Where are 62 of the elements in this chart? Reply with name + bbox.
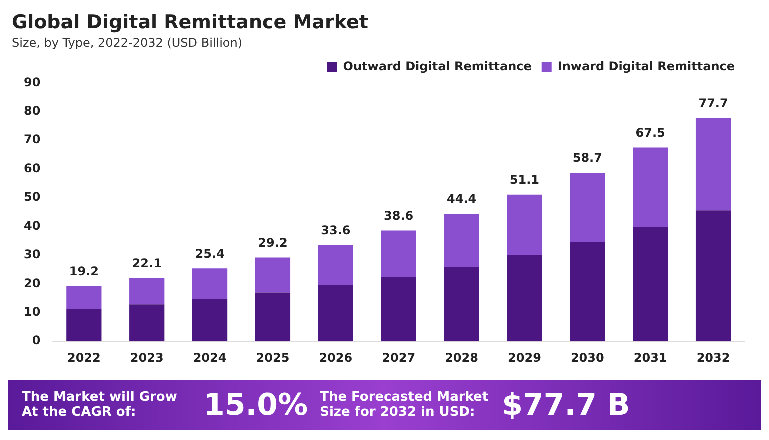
x-tick-label: 2026: [319, 350, 353, 365]
total-label: 25.4: [195, 246, 225, 261]
y-tick-label: 20: [24, 276, 41, 290]
bar: [570, 242, 606, 342]
bar: [318, 285, 354, 342]
bar: [130, 278, 165, 305]
x-tick-label: 2030: [570, 350, 604, 365]
total-label: 67.5: [636, 126, 666, 140]
y-tick-label: 60: [24, 161, 41, 176]
bar: [507, 255, 542, 342]
y-tick-label: 50: [24, 190, 41, 204]
x-tick-label: 2029: [508, 350, 542, 365]
x-tick-label: 2024: [193, 350, 227, 365]
y-tick-label: 90: [24, 75, 41, 90]
bar: [696, 210, 732, 342]
bar: [507, 194, 542, 256]
text: The Forecasted Market Size for 2032 in USD:: [320, 390, 490, 420]
y-tick-label: 70: [24, 132, 41, 147]
y-tick-label: 80: [24, 104, 41, 118]
y-tick-label: 40: [24, 218, 41, 233]
total-label: 77.7: [698, 96, 728, 111]
bar: [318, 245, 354, 286]
x-tick-label: 2031: [634, 350, 668, 365]
total-label: 44.4: [446, 192, 477, 206]
total-label: 33.6: [321, 223, 351, 238]
total-label: 58.7: [572, 151, 602, 166]
bar: [66, 309, 102, 342]
bar: [633, 227, 668, 342]
bar: [633, 148, 668, 228]
text: 15.0%: [204, 388, 308, 422]
total-label: 19.2: [69, 264, 99, 279]
total-label: 29.2: [258, 236, 288, 250]
chart-title: Global Digital Remittance Market: [12, 11, 368, 34]
y-tick-label: 30: [24, 248, 41, 262]
x-tick-label: 2025: [256, 350, 290, 365]
bar: [255, 292, 291, 342]
bar: [255, 258, 291, 293]
x-tick-label: 2022: [67, 350, 101, 365]
bar: [444, 214, 480, 267]
chart-subtitle: Size, by Type, 2022-2032 (USD Billion): [12, 36, 243, 50]
total-label: 51.1: [510, 173, 540, 188]
bar: [192, 268, 228, 300]
y-tick-label: 10: [24, 305, 41, 320]
total-label: 22.1: [132, 256, 162, 270]
bar: [696, 118, 732, 211]
x-tick-label: 2032: [696, 350, 730, 365]
bar: [192, 299, 228, 342]
x-tick-label: 2023: [130, 350, 164, 365]
bar: [130, 304, 165, 342]
text: The Market will Grow At the CAGR of:: [22, 390, 178, 420]
legend-label: Inward Digital Remittance: [558, 59, 735, 74]
bar: [66, 286, 102, 310]
bar: [381, 230, 416, 277]
bar: [381, 277, 416, 342]
total-label: 38.6: [384, 208, 414, 223]
bar: [444, 266, 480, 342]
text: $77.7 B: [502, 388, 630, 422]
y-tick-label: 0: [32, 334, 41, 348]
x-tick-label: 2028: [445, 350, 478, 365]
x-tick-label: 2027: [382, 350, 416, 365]
legend-label: Outward Digital Remittance: [343, 59, 532, 74]
bar: [570, 173, 606, 243]
